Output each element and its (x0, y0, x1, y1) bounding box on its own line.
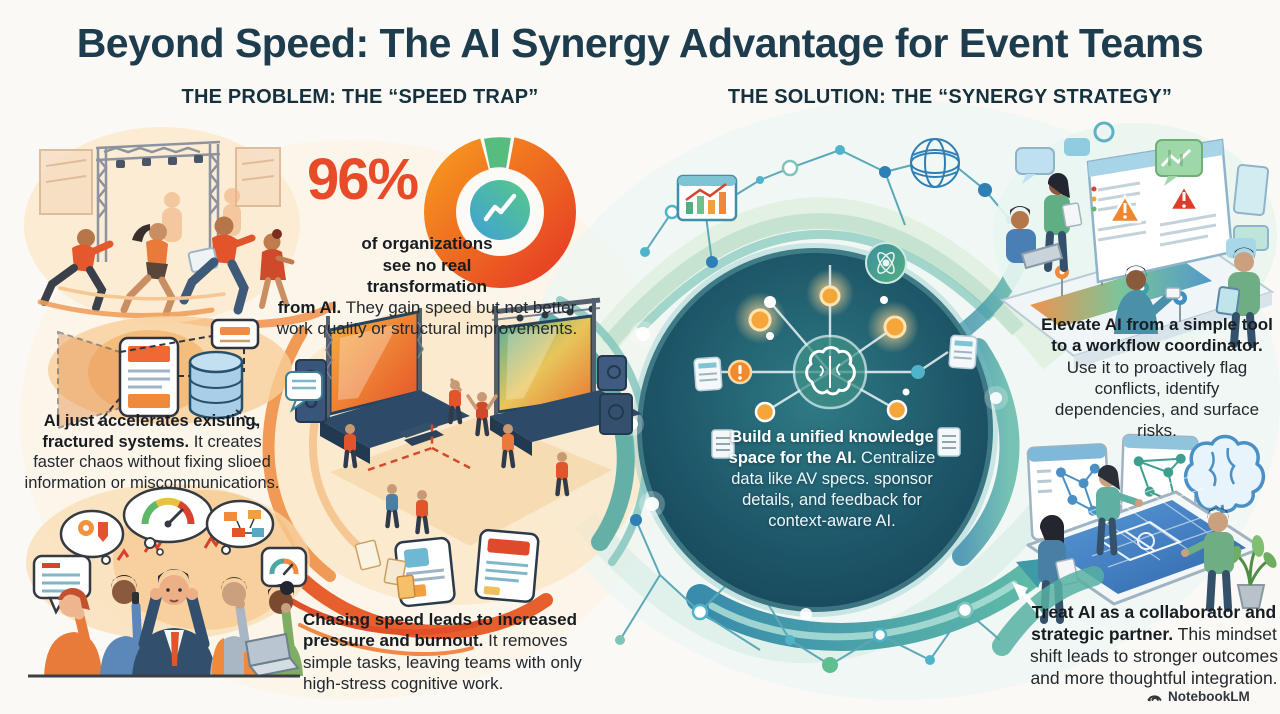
problem-heading: THE PROBLEM: THE “SPEED TRAP” (181, 86, 539, 108)
warning-icon (1168, 184, 1200, 212)
solution-point-knowledge: Build a unified knowledge space for the … (722, 427, 942, 533)
hub-outer-arcs (562, 197, 1067, 663)
stressed-person (244, 581, 303, 678)
runner-figure (40, 229, 114, 312)
speech-bubble-icon (32, 554, 92, 615)
chat-bubble-icon (1015, 138, 1256, 258)
truss-gate (95, 140, 221, 262)
alert-node-icon (727, 359, 753, 385)
solution-heading: THE SOLUTION: THE “SYNERGY STRATEGY” (727, 86, 1173, 108)
problem-point-burnout: Chasing speed leads to increased pressur… (303, 609, 595, 694)
team-member (1181, 507, 1234, 612)
atom-icon (865, 242, 907, 284)
flowchart-icon (224, 510, 264, 537)
watermark-label: NotebookLM (1168, 689, 1250, 704)
solution-point-collaborator: Treat AI as a collaborator and strategic… (1026, 602, 1280, 690)
page-title: Beyond Speed: The AI Synergy Advantage f… (76, 20, 1204, 66)
hub-node (819, 285, 841, 307)
point-rest: It removes simple tasks, leaving teams w… (303, 631, 582, 693)
stressed-person (44, 587, 102, 676)
point-rest: Centralize data like AV specs. sponsor d… (731, 449, 936, 531)
dropped-papers (354, 539, 416, 600)
point-lead: Treat AI as a collaborator and strategic… (1031, 602, 1277, 644)
document-card-icon (693, 356, 723, 392)
collaboration-blueprint-illustration (992, 433, 1277, 656)
point-rest: This mindset shift leads to stronger out… (1029, 623, 1279, 688)
globe-icon (910, 138, 960, 188)
thought-bubble-flowchart (205, 499, 275, 555)
document-icon (937, 427, 961, 457)
speech-bubble-icon (285, 371, 323, 413)
network-web-top (640, 138, 1014, 268)
running-team-illustration (24, 127, 300, 323)
floating-card-icon (474, 528, 540, 603)
trend-line-icon (470, 180, 530, 240)
solution-point-coordinator: Elevate AI from a simple tool to a workf… (1037, 314, 1277, 442)
stage-lights (116, 155, 203, 168)
runner-figure (120, 223, 176, 318)
point-lead: Build a unified knowledge space for the … (728, 428, 934, 468)
problem-point-accelerates: AI just accelerates existing, fractured … (20, 411, 284, 494)
growth-arrow-icon (992, 566, 1104, 656)
gauge-icon (141, 497, 195, 528)
document-icon (711, 429, 735, 459)
runner-figure (179, 216, 256, 315)
thought-bubble-tasks (59, 509, 125, 565)
brain-icon (792, 334, 868, 410)
point-rest: It creates faster chaos without fixing s… (24, 432, 280, 492)
runner-figure (259, 229, 295, 309)
fractured-systems-illustration (48, 316, 292, 430)
donut-slice-4 (483, 137, 511, 169)
donut-chart (424, 134, 576, 288)
burnout-team-illustration (26, 484, 310, 678)
stat-text-lead: of organizations see no real transformat… (277, 234, 493, 317)
notebooklm-logo-icon (1147, 695, 1162, 702)
floor-plan-path (367, 420, 471, 472)
document-card-icon (948, 334, 978, 370)
team-member (1215, 247, 1260, 348)
team-member (1096, 464, 1143, 556)
stressed-person-center (132, 568, 216, 676)
note-card-icon (210, 318, 260, 350)
stat-text: of organizations see no real transformat… (272, 212, 582, 340)
stage-left (320, 308, 470, 464)
database-icon (188, 350, 244, 420)
timeline-strip (1030, 260, 1212, 327)
knowledge-hub (620, 242, 1008, 620)
watermark: NotebookLM (1146, 688, 1250, 705)
laptop-icon (244, 632, 300, 678)
ribbon-icon (98, 522, 108, 536)
team-member (1114, 265, 1181, 334)
speech-bubble-gauge-icon (260, 546, 308, 588)
point-lead: Chasing speed leads to increased pressur… (303, 610, 577, 651)
stat-text-rest: They gain speed but not better work qual… (276, 298, 578, 339)
point-lead: AI just accelerates existing, fractured … (42, 412, 261, 451)
document-card-icon (118, 336, 180, 418)
chart-bubble-icon (1155, 139, 1203, 186)
chart-window-icon (676, 174, 738, 222)
stage-right (490, 297, 642, 456)
thought-bubble-gauge (122, 486, 214, 556)
broken-links (97, 335, 259, 427)
point-rest: Use it to proactively flag conflicts, id… (1054, 357, 1260, 441)
brain-outline-icon (1183, 434, 1266, 519)
warning-icon (1108, 194, 1142, 224)
stat-value: 96% (306, 147, 419, 212)
team-member (1006, 206, 1064, 270)
workflow-dashboard-illustration (993, 121, 1277, 369)
event-setup-chaos-illustration (285, 297, 642, 608)
point-lead: Elevate AI from a simple tool to a workf… (1041, 315, 1273, 356)
ring-node-icon (1093, 121, 1115, 143)
